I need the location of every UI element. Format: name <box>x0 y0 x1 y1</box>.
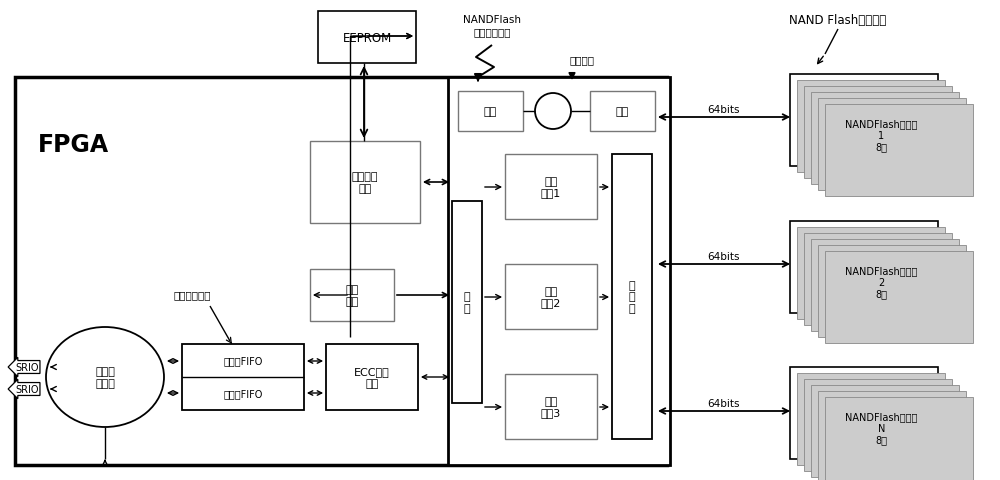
Text: 控制信号: 控制信号 <box>570 55 594 65</box>
Text: NANDFlash芯片组
N
8片: NANDFlash芯片组 N 8片 <box>845 411 918 444</box>
Text: SRIO: SRIO <box>15 362 38 372</box>
Bar <box>825 252 973 343</box>
Bar <box>505 264 597 329</box>
Bar <box>804 233 952 325</box>
Bar <box>797 81 945 173</box>
Bar <box>448 78 670 465</box>
Text: · · ·: · · · <box>896 325 924 343</box>
Text: NANDFlash芯片组
2
8片: NANDFlash芯片组 2 8片 <box>845 266 918 299</box>
Text: 三
取
二: 三 取 二 <box>629 280 635 313</box>
Bar <box>811 240 959 331</box>
Bar <box>318 12 416 64</box>
Bar <box>458 92 523 132</box>
Bar <box>818 245 966 337</box>
Text: 数据处
理模块: 数据处 理模块 <box>95 366 115 388</box>
Text: 数据读写模块: 数据读写模块 <box>173 289 211 300</box>
Bar <box>811 93 959 185</box>
Text: 64bits: 64bits <box>708 252 740 262</box>
Ellipse shape <box>46 327 164 427</box>
Bar <box>811 385 959 477</box>
Bar <box>825 397 973 480</box>
Text: ECC校验
模块: ECC校验 模块 <box>354 366 390 388</box>
Bar <box>804 379 952 471</box>
Bar <box>505 155 597 219</box>
Bar <box>790 75 938 167</box>
Text: 对比: 对比 <box>484 107 497 117</box>
Text: 控制
模块1: 控制 模块1 <box>541 176 561 198</box>
Bar <box>790 222 938 313</box>
Text: NANDFlash芯片组
1
8片: NANDFlash芯片组 1 8片 <box>845 119 918 152</box>
Text: 备份: 备份 <box>616 107 629 117</box>
Text: 64bits: 64bits <box>708 398 740 408</box>
Bar <box>790 367 938 459</box>
Text: 写数据FIFO: 写数据FIFO <box>223 355 263 365</box>
Bar <box>505 374 597 439</box>
Bar <box>804 87 952 179</box>
Bar <box>797 373 945 465</box>
Text: 64bits: 64bits <box>708 105 740 115</box>
Text: 开
关: 开 关 <box>464 291 470 313</box>
Text: FPGA: FPGA <box>38 133 109 156</box>
Bar <box>825 105 973 197</box>
Bar <box>15 78 667 465</box>
Text: 环块管理
模块: 环块管理 模块 <box>352 172 378 193</box>
Text: 读数据FIFO: 读数据FIFO <box>223 388 263 398</box>
Bar <box>818 391 966 480</box>
Text: EEPROM: EEPROM <box>342 31 392 45</box>
Text: 刷新
模块: 刷新 模块 <box>345 285 359 306</box>
Bar <box>452 202 482 403</box>
Bar <box>182 344 304 410</box>
Bar <box>310 269 394 321</box>
Bar <box>612 155 652 439</box>
Text: SRIO: SRIO <box>15 384 38 394</box>
Bar <box>797 228 945 319</box>
Bar <box>818 99 966 191</box>
Text: NANDFlash
接口控制模块: NANDFlash 接口控制模块 <box>463 15 521 37</box>
Bar <box>326 344 418 410</box>
Text: 控制
模块2: 控制 模块2 <box>541 286 561 308</box>
Bar <box>310 142 420 224</box>
Bar <box>590 92 655 132</box>
Text: NAND Flash存储模块: NAND Flash存储模块 <box>789 13 887 26</box>
Text: 控制
模块3: 控制 模块3 <box>541 396 561 418</box>
